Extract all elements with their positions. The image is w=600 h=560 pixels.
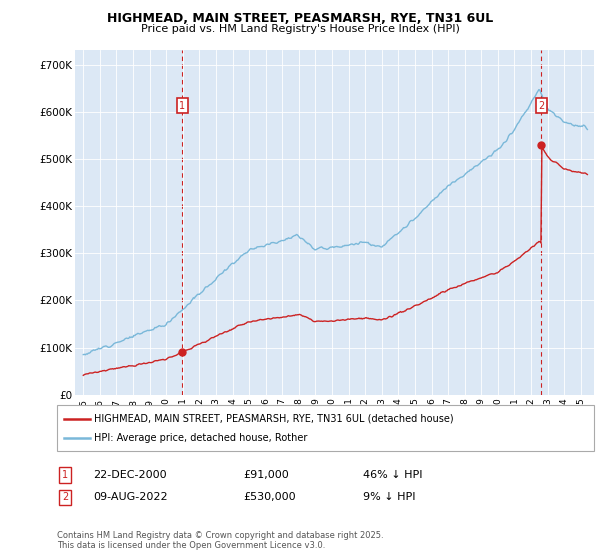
Text: 22-DEC-2000: 22-DEC-2000	[93, 470, 167, 480]
Text: £530,000: £530,000	[243, 492, 296, 502]
Text: Price paid vs. HM Land Registry's House Price Index (HPI): Price paid vs. HM Land Registry's House …	[140, 24, 460, 34]
Text: HIGHMEAD, MAIN STREET, PEASMARSH, RYE, TN31 6UL: HIGHMEAD, MAIN STREET, PEASMARSH, RYE, T…	[107, 12, 493, 25]
Text: 1: 1	[62, 470, 68, 480]
Text: 1: 1	[179, 100, 185, 110]
Text: 09-AUG-2022: 09-AUG-2022	[93, 492, 167, 502]
Text: HIGHMEAD, MAIN STREET, PEASMARSH, RYE, TN31 6UL (detached house): HIGHMEAD, MAIN STREET, PEASMARSH, RYE, T…	[94, 414, 454, 424]
Text: 46% ↓ HPI: 46% ↓ HPI	[363, 470, 422, 480]
Text: 2: 2	[538, 100, 544, 110]
Text: 9% ↓ HPI: 9% ↓ HPI	[363, 492, 415, 502]
Text: HPI: Average price, detached house, Rother: HPI: Average price, detached house, Roth…	[94, 433, 308, 444]
Text: 2: 2	[62, 492, 68, 502]
Text: Contains HM Land Registry data © Crown copyright and database right 2025.
This d: Contains HM Land Registry data © Crown c…	[57, 530, 383, 550]
Text: £91,000: £91,000	[243, 470, 289, 480]
